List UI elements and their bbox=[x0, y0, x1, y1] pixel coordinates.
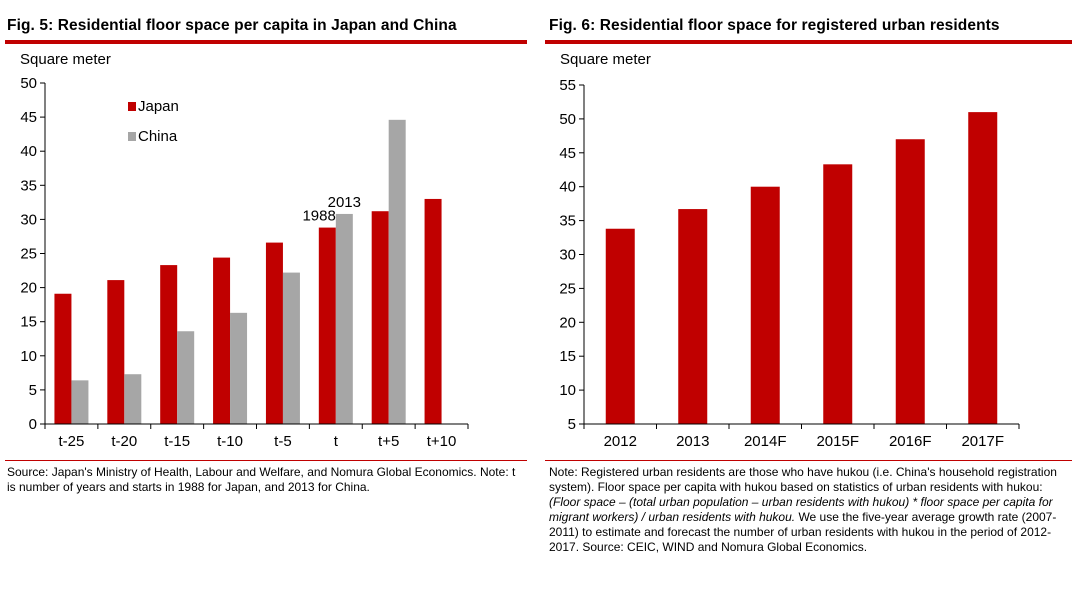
bar-floor-space-2016f bbox=[895, 139, 925, 425]
legend-swatch-china bbox=[128, 132, 136, 141]
bar-japan-t20 bbox=[107, 280, 125, 424]
x-tick-label: 2017F bbox=[961, 433, 1004, 450]
y-tick-label: 20 bbox=[559, 314, 576, 331]
x-tick-label: 2014F bbox=[744, 433, 787, 450]
y-tick-label: 10 bbox=[20, 348, 37, 365]
fig5-title: Fig. 5: Residential floor space per capi… bbox=[7, 17, 457, 34]
y-tick-label: 20 bbox=[20, 280, 37, 297]
y-tick-label: 40 bbox=[20, 143, 37, 160]
bar-floor-space-2017f bbox=[968, 112, 998, 425]
bar-japan-t10 bbox=[213, 257, 231, 424]
fig5-bottom-rule bbox=[5, 460, 527, 461]
y-tick-label: 5 bbox=[29, 382, 37, 399]
y-tick-label: 30 bbox=[20, 211, 37, 228]
x-tick-label: t-25 bbox=[59, 433, 85, 450]
y-tick-label: 15 bbox=[20, 314, 37, 331]
y-tick-label: 25 bbox=[20, 246, 37, 263]
bar-china-t bbox=[335, 213, 353, 424]
bar-china-t5 bbox=[388, 119, 406, 424]
fig5-source-note: Source: Japan's Ministry of Health, Labo… bbox=[7, 465, 516, 494]
y-tick-label: 0 bbox=[29, 416, 37, 433]
bar-japan-t15 bbox=[160, 265, 178, 424]
y-tick-label: 25 bbox=[559, 280, 576, 297]
bar-japan-t25 bbox=[54, 293, 72, 424]
y-tick-label: 35 bbox=[20, 177, 37, 194]
y-axis-unit-label: Square meter bbox=[20, 51, 111, 68]
x-tick-label: 2013 bbox=[676, 433, 709, 450]
x-tick-label: t+10 bbox=[427, 433, 457, 450]
fig6-note-text-end: We use the five-year average growth rate… bbox=[549, 510, 1057, 554]
y-tick-label: 50 bbox=[20, 75, 37, 92]
fig6-title: Fig. 6: Residential floor space for regi… bbox=[549, 17, 1000, 34]
x-tick-label: 2012 bbox=[604, 433, 637, 450]
x-tick-label: t bbox=[334, 433, 339, 450]
x-tick-label: t-20 bbox=[111, 433, 137, 450]
fig6-note-formula: (Floor space – (total urban population –… bbox=[549, 495, 1053, 524]
y-tick-label: 35 bbox=[559, 213, 576, 230]
x-tick-label: t-10 bbox=[217, 433, 243, 450]
x-tick-label: t-5 bbox=[274, 433, 292, 450]
x-tick-label: 2016F bbox=[889, 433, 932, 450]
x-tick-label: t+5 bbox=[378, 433, 399, 450]
y-tick-label: 55 bbox=[559, 77, 576, 94]
annotation-2013: 2013 bbox=[328, 194, 361, 211]
fig5-panel: Fig. 5: Residential floor space per capi… bbox=[0, 0, 532, 590]
y-tick-label: 15 bbox=[559, 348, 576, 365]
x-tick-label: t-15 bbox=[164, 433, 190, 450]
bar-floor-space-2012 bbox=[605, 228, 635, 424]
fig5-title-rule bbox=[5, 40, 527, 44]
bar-china-t20 bbox=[124, 374, 142, 424]
y-tick-label: 40 bbox=[559, 179, 576, 196]
x-tick-label: 2015F bbox=[816, 433, 859, 450]
bar-floor-space-2014f bbox=[750, 186, 780, 424]
fig6-title-rule bbox=[545, 40, 1072, 44]
bar-china-t25 bbox=[71, 380, 89, 424]
annotation-1988: 1988 bbox=[302, 208, 335, 225]
fig6-source-note: Note: Registered urban residents are tho… bbox=[549, 465, 1069, 555]
bar-japan-t bbox=[318, 227, 336, 424]
bar-japan-t5 bbox=[265, 242, 283, 424]
y-axis-unit-label: Square meter bbox=[560, 51, 651, 68]
fig6-note-text: Note: Registered urban residents are tho… bbox=[549, 465, 1057, 494]
y-tick-label: 45 bbox=[559, 145, 576, 162]
legend-label-china: China bbox=[138, 128, 178, 145]
bar-china-t15 bbox=[177, 331, 195, 424]
bar-japan-t10 bbox=[424, 198, 442, 424]
fig6-bottom-rule bbox=[545, 460, 1072, 461]
bar-japan-t5 bbox=[371, 211, 389, 424]
legend-swatch-japan bbox=[128, 102, 136, 111]
bar-floor-space-2015f bbox=[823, 164, 853, 425]
bar-china-t10 bbox=[230, 312, 248, 424]
fig5-chart: Square meter 0 5 10 15 20 25 30 35 40 45 50 t-25 t-20… bbox=[20, 51, 469, 450]
y-tick-label: 10 bbox=[559, 382, 576, 399]
y-tick-label: 45 bbox=[20, 109, 37, 126]
bar-china-t5 bbox=[282, 272, 300, 424]
y-tick-label: 5 bbox=[568, 416, 576, 433]
bar-floor-space-2013 bbox=[678, 209, 708, 424]
legend-label-japan: Japan bbox=[138, 98, 179, 115]
y-tick-label: 50 bbox=[559, 111, 576, 128]
fig6-panel: Fig. 6: Residential floor space for regi… bbox=[542, 0, 1083, 590]
fig6-chart: Square meter 5 10 15 20 25 30 35 40 45 50 55 2012 201… bbox=[559, 51, 1020, 450]
y-tick-label: 30 bbox=[559, 247, 576, 264]
